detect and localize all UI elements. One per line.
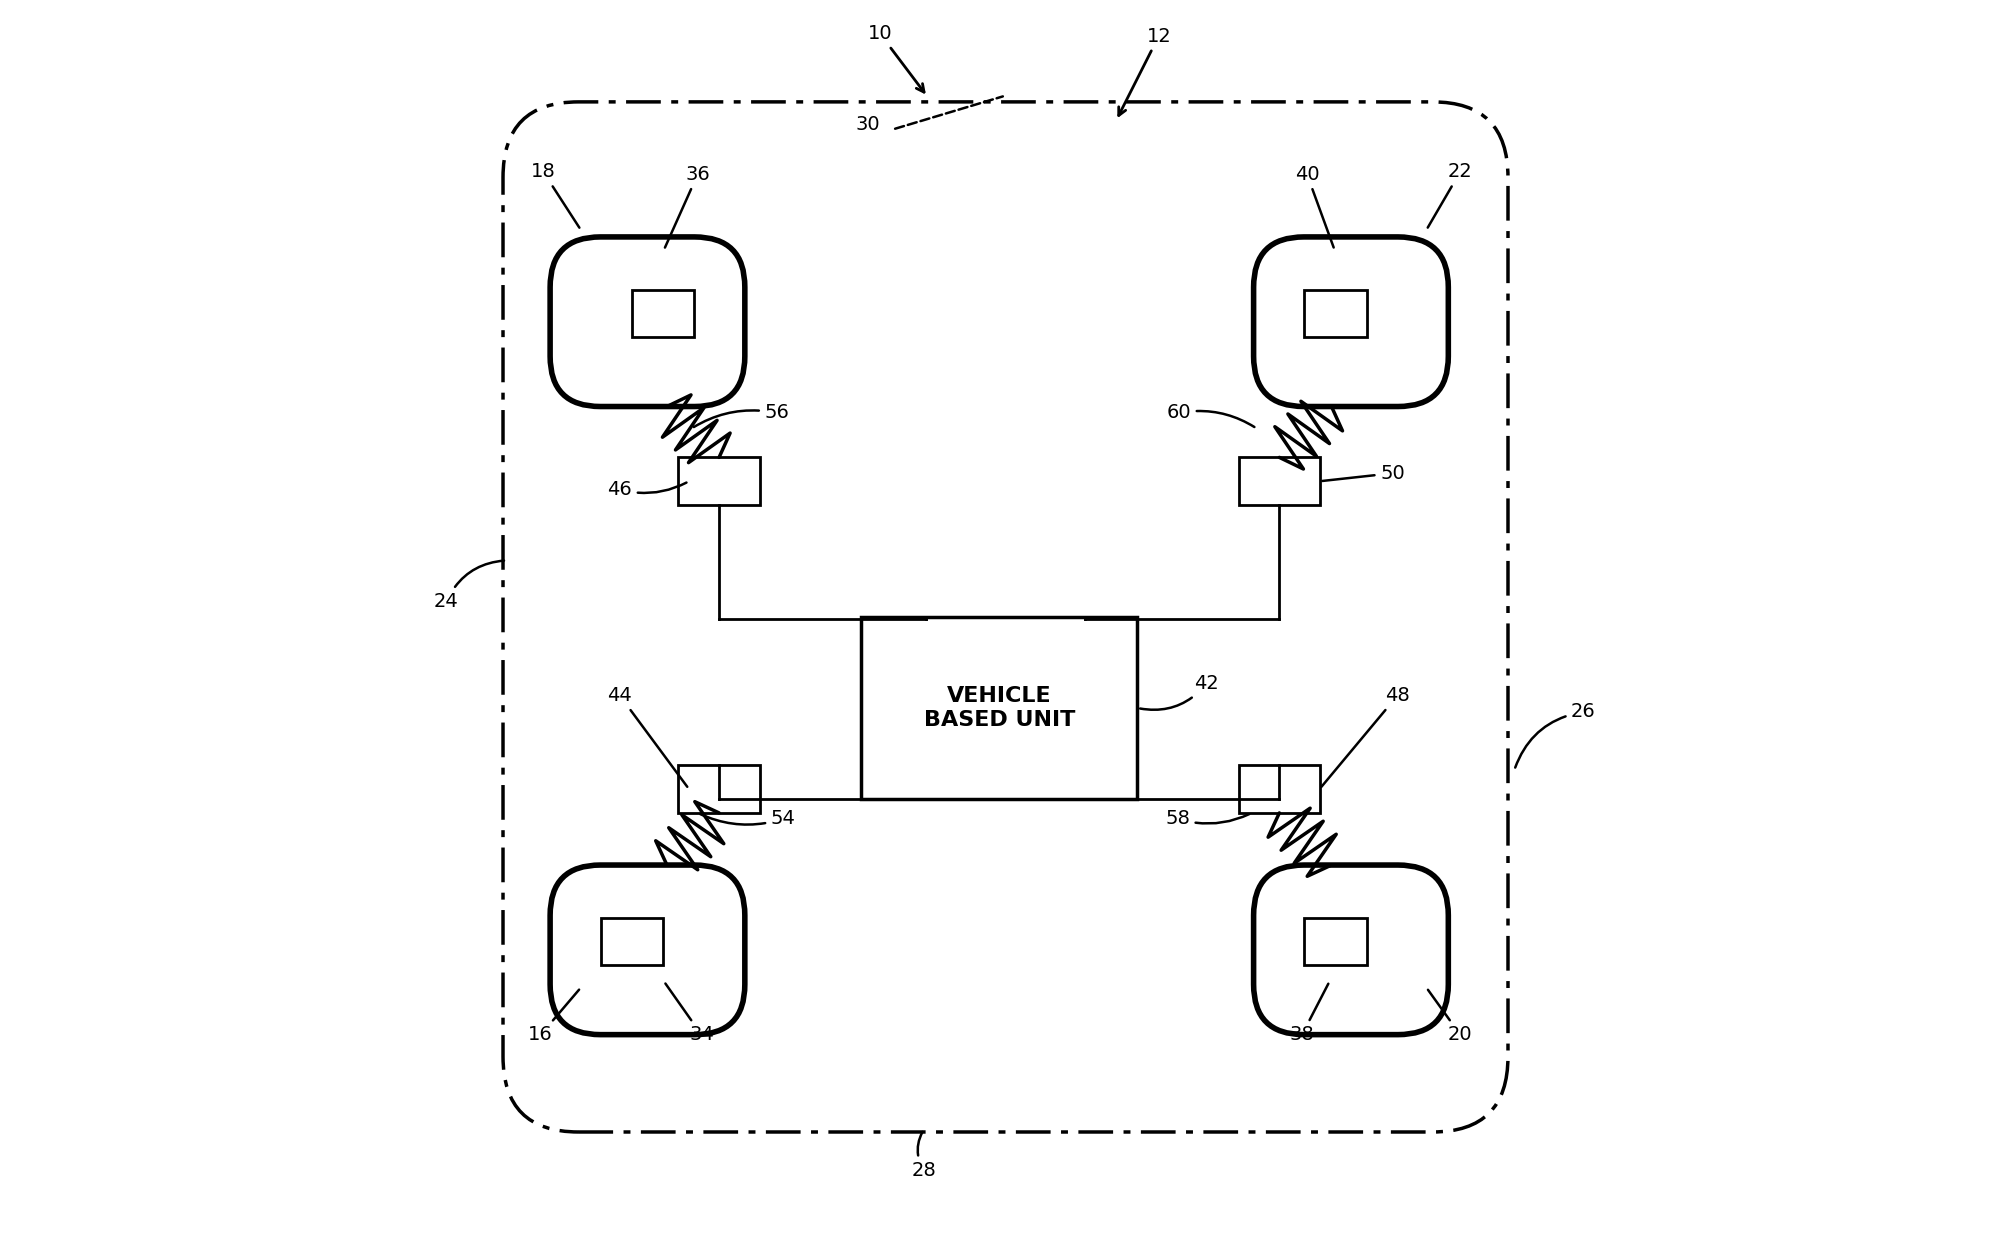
Text: 30: 30 (855, 115, 879, 133)
Bar (1239, 765, 1319, 813)
FancyBboxPatch shape (551, 237, 744, 407)
Text: 12: 12 (1118, 26, 1170, 116)
Text: 50: 50 (1323, 463, 1406, 482)
Text: 24: 24 (434, 560, 505, 611)
Text: 18: 18 (531, 162, 579, 228)
Text: 34: 34 (666, 983, 714, 1044)
Text: 28: 28 (911, 1132, 937, 1180)
Bar (678, 457, 760, 505)
Text: 44: 44 (607, 686, 688, 787)
Text: 54: 54 (700, 810, 796, 828)
FancyBboxPatch shape (551, 865, 744, 1035)
Text: 36: 36 (666, 165, 710, 248)
Bar (1239, 457, 1319, 505)
Text: 22: 22 (1428, 162, 1472, 228)
Text: VEHICLE
BASED UNIT: VEHICLE BASED UNIT (923, 686, 1076, 730)
Text: 48: 48 (1321, 686, 1410, 787)
FancyBboxPatch shape (1253, 237, 1448, 407)
Text: 16: 16 (529, 990, 579, 1044)
Text: 38: 38 (1289, 983, 1329, 1044)
Text: 42: 42 (1140, 674, 1219, 710)
Text: 56: 56 (694, 403, 788, 427)
Bar (861, 617, 1138, 799)
Text: 20: 20 (1428, 990, 1472, 1044)
FancyBboxPatch shape (503, 102, 1508, 1132)
Bar (678, 765, 760, 813)
Text: 46: 46 (607, 480, 686, 499)
Bar (1305, 918, 1367, 966)
Text: 60: 60 (1166, 403, 1255, 427)
Text: 10: 10 (867, 24, 925, 92)
Text: 26: 26 (1514, 703, 1597, 768)
Text: 58: 58 (1164, 810, 1249, 828)
Bar (601, 918, 664, 966)
Text: 40: 40 (1295, 165, 1333, 248)
Bar (631, 290, 694, 337)
Bar (1305, 290, 1367, 337)
FancyBboxPatch shape (1253, 865, 1448, 1035)
